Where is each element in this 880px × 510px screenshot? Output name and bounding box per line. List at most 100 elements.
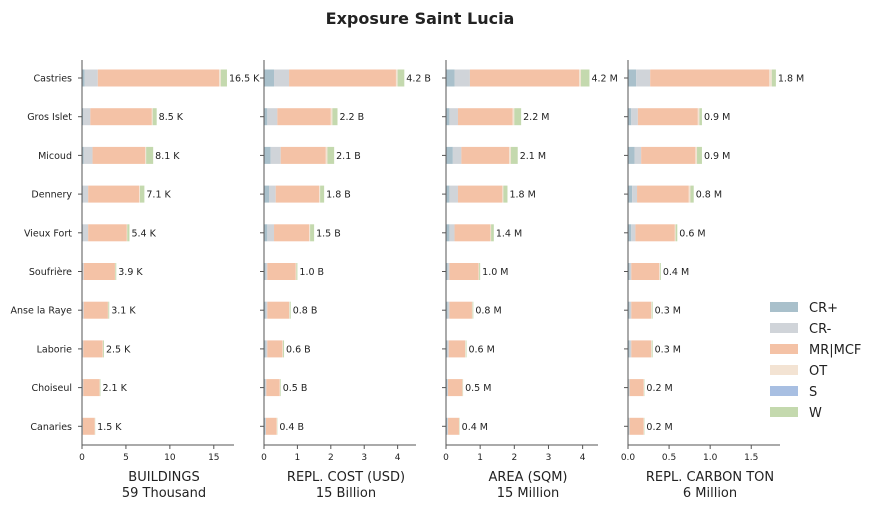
category-label: Vieux Fort (24, 228, 72, 239)
value-label: 4.2 M (591, 74, 617, 85)
value-label: 1.5 K (97, 422, 122, 433)
bar-segment (282, 340, 284, 358)
bar-segment (449, 301, 472, 319)
bar-segment (265, 417, 267, 435)
bar-segment (510, 146, 518, 164)
bar-segment (465, 340, 467, 358)
bar-segment (579, 69, 581, 87)
bar-segment (115, 263, 117, 280)
bar-segment (699, 108, 702, 126)
bar-segment (145, 146, 147, 164)
x-tick-label: 10 (164, 453, 176, 463)
chart-panels: 16.5 K 8.5 K 8.1 K 7.1 K 5.4 K 3.9 K 3.1 K 2.5 … (78, 60, 804, 501)
bar-segment (449, 263, 479, 280)
x-axis-label: REPL. COST (USD) (287, 470, 405, 485)
bar-segment (274, 224, 310, 242)
value-label: 2.1 M (520, 151, 546, 162)
bar-segment (491, 224, 494, 242)
bar-segment (449, 185, 458, 203)
bar-segment (267, 108, 278, 126)
bar-segment (447, 417, 449, 435)
value-label: 0.4 M (663, 267, 689, 278)
bar-segment (264, 263, 266, 280)
bar-segment (219, 69, 221, 87)
bar-segment (274, 69, 290, 87)
bar-segment (659, 263, 661, 280)
value-label: 1.5 B (316, 228, 341, 239)
bar-segment (264, 340, 266, 358)
category-label: Soufrière (29, 267, 72, 278)
bar-segment (88, 185, 140, 203)
bar-segment (651, 301, 653, 319)
bar-segment (636, 69, 651, 87)
value-label: 0.3 M (655, 344, 681, 355)
bar-segment (454, 69, 470, 87)
bar-segment (631, 263, 660, 280)
bar-segment (490, 224, 492, 242)
bar-segment (446, 69, 455, 87)
bar-segment (289, 69, 396, 87)
bar-segment (628, 379, 630, 397)
category-label: Laborie (37, 344, 73, 355)
bar-segment (449, 224, 455, 242)
bar-segment (628, 263, 630, 280)
bar-segment (270, 146, 281, 164)
bar-segment (479, 263, 481, 280)
value-label: 1.0 M (482, 267, 508, 278)
value-label: 4.2 B (406, 74, 431, 85)
category-label: Choiseul (31, 383, 72, 394)
value-label: 0.2 M (646, 383, 672, 394)
x-axis-sublabel: 6 Million (683, 486, 737, 501)
bar-segment (478, 263, 480, 280)
x-axis-sublabel: 15 Billion (316, 486, 376, 501)
bar-segment (82, 417, 95, 435)
bar-segment (151, 108, 153, 126)
value-label: 0.2 M (646, 422, 672, 433)
bar-segment (629, 417, 644, 435)
category-label: Dennery (31, 190, 72, 201)
x-tick-label: 0.5 (662, 453, 676, 463)
value-label: 0.8 B (293, 306, 318, 317)
bar-segment (452, 146, 462, 164)
bar-segment (697, 146, 702, 164)
value-label: 1.8 M (778, 74, 804, 85)
bar-segment (650, 69, 770, 87)
bar-segment (295, 263, 297, 280)
bar-segment (503, 185, 508, 203)
bar-segment (265, 379, 267, 397)
bar-segment (82, 379, 84, 397)
x-tick-label: 1.5 (744, 453, 758, 463)
bar-segment (447, 379, 449, 397)
bar-segment (332, 108, 338, 126)
value-label: 0.6 B (286, 344, 311, 355)
bar-segment (267, 224, 275, 242)
bar-segment (82, 108, 84, 126)
value-label: 5.4 K (131, 228, 156, 239)
bar-segment (267, 263, 296, 280)
x-axis-label: AREA (SQM) (488, 470, 567, 485)
bar-segment (264, 146, 271, 164)
bar-segment (631, 108, 638, 126)
value-label: 1.8 M (509, 190, 535, 201)
value-label: 0.4 B (279, 422, 304, 433)
chart-legend: CR+ CR- MR|MCF OT SW (770, 301, 861, 421)
bar-segment (146, 146, 154, 164)
legend-entry: W (809, 406, 822, 421)
bar-segment (454, 224, 491, 242)
panel-1: 16.5 K 8.5 K 8.1 K 7.1 K 5.4 K 3.9 K 3.1 K 2.5 … (78, 60, 260, 501)
bar-segment (446, 417, 448, 435)
bar-segment (446, 340, 448, 358)
x-tick-label: 5 (123, 453, 129, 463)
bar-segment (446, 224, 450, 242)
bar-segment (82, 146, 84, 164)
bar-segment (695, 146, 698, 164)
bar-segment (220, 69, 227, 87)
bar-segment (635, 224, 675, 242)
bar-segment (267, 301, 290, 319)
value-label: 0.6 M (468, 344, 494, 355)
value-label: 2.1 B (336, 151, 361, 162)
bar-segment (457, 185, 503, 203)
chart-title: Exposure Saint Lucia (326, 9, 515, 28)
bar-segment (660, 263, 661, 280)
x-tick-label: 0 (443, 453, 449, 463)
